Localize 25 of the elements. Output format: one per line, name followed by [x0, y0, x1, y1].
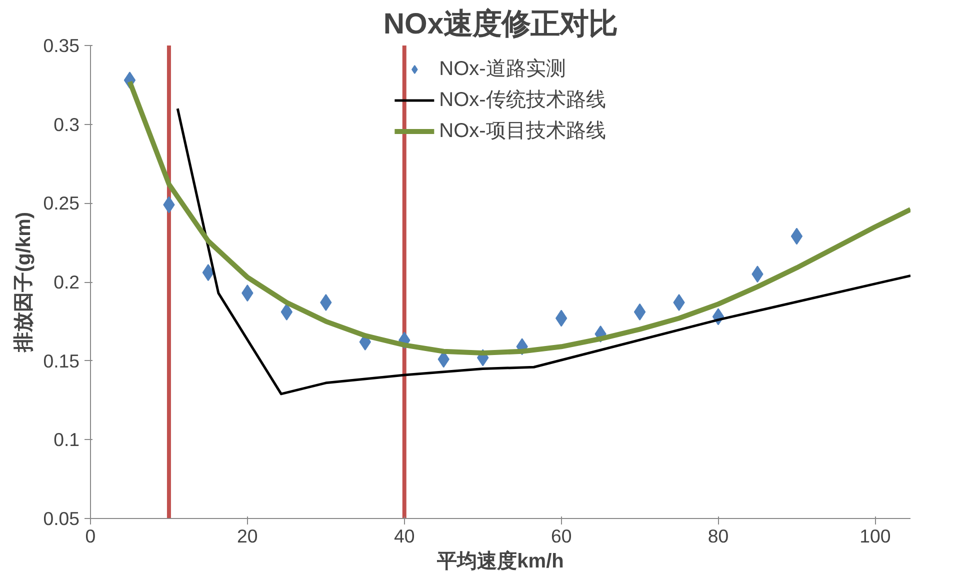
chart-title: NOx速度修正对比 — [383, 8, 618, 40]
y-axis-title: 排放因子(g/km) — [13, 212, 36, 353]
x-tick-label: 60 — [550, 526, 572, 546]
x-tick-label: 40 — [394, 526, 415, 546]
legend-label: NOx-项目技术路线 — [439, 119, 606, 144]
point — [202, 264, 214, 282]
legend-label: NOx-传统技术路线 — [439, 88, 606, 113]
y-tick-label: 0.1 — [54, 429, 80, 450]
line-series — [176, 107, 910, 396]
point — [555, 310, 568, 327]
y-tick-label: 0.15 — [43, 350, 80, 372]
x-tick-label: 80 — [708, 526, 729, 546]
y-tick-label: 0.35 — [43, 35, 80, 56]
x-axis-title: 平均速度km/h — [436, 550, 564, 572]
y-tick-label: 0.3 — [54, 114, 80, 135]
point — [634, 303, 646, 320]
y-tick-label: 0.25 — [43, 192, 80, 214]
y-tick-label: 0.05 — [43, 508, 80, 529]
point — [790, 228, 803, 245]
y-tick-label: 0.2 — [54, 272, 80, 292]
x-tick-label: 20 — [237, 526, 258, 546]
point — [280, 303, 293, 320]
legend-label: NOx-道路实测 — [439, 57, 566, 82]
x-tick-label: 100 — [860, 526, 891, 546]
x-tick-label: 0 — [85, 526, 96, 546]
